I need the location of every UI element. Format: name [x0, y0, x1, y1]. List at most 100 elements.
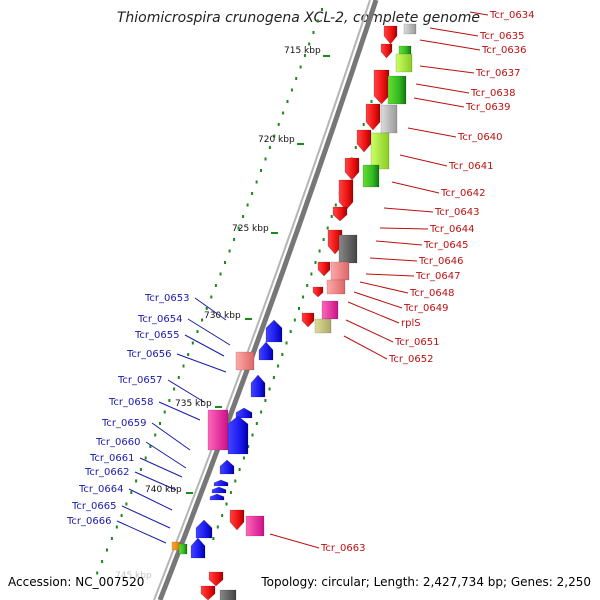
tick-mark [314, 261, 317, 264]
leader-line [269, 533, 320, 549]
reverse-gene-label: rplS [401, 318, 421, 329]
tick-mark [225, 502, 228, 506]
tick-mark [228, 249, 231, 253]
tick-mark [298, 307, 300, 310]
kbp-tick [245, 318, 252, 320]
tick-mark [247, 445, 250, 448]
reverse-gene-label: Tcr_0646 [418, 256, 463, 267]
leader-line [391, 181, 440, 194]
reverse-gene-label: Tcr_0648 [409, 288, 454, 299]
tick-mark [268, 387, 271, 391]
tick-mark [321, 8, 323, 11]
tick-mark [238, 468, 241, 471]
reverse-gene-arrow [312, 286, 324, 298]
leader-line [419, 39, 481, 51]
forward-gene-label: Tcr_0655 [134, 330, 179, 341]
tick-mark [234, 479, 237, 483]
forward-gene-label: Tcr_0656 [126, 349, 171, 360]
reverse-gene-label: Tcr_0644 [429, 224, 474, 235]
tick-mark [277, 123, 280, 126]
map-title: Thiomicrospira crunogena XCL-2, complete… [117, 10, 480, 26]
reverse-gene-label: Tcr_0651 [394, 337, 439, 348]
kbp-tick [186, 492, 193, 494]
kbp-tick [215, 406, 222, 408]
forward-gene-arrow [235, 351, 255, 371]
kbp-label-720: 720 kbp [258, 135, 295, 145]
forward-gene-arrow [211, 486, 227, 494]
tick-mark [281, 353, 284, 356]
tick-mark [196, 330, 199, 333]
kbp-tick [323, 55, 330, 57]
tick-mark [163, 410, 166, 414]
leader-line [365, 273, 415, 277]
forward-gene-arrow [207, 409, 229, 451]
kbp-label-730: 730 kbp [204, 311, 241, 321]
genome-summary: Topology: circular; Length: 2,427,734 bp… [260, 575, 591, 589]
genome-backbone [153, 0, 379, 600]
tick-mark [299, 65, 302, 69]
tick-mark [264, 157, 267, 161]
leader-line [116, 520, 167, 544]
tick-mark [212, 537, 215, 540]
forward-gene-arrow [250, 374, 266, 398]
tick-mark [149, 445, 152, 448]
leader-line [429, 27, 479, 37]
tick-mark [201, 318, 204, 322]
kbp-label-745: 745 kbp [115, 571, 152, 581]
forward-gene-arrow [195, 519, 213, 539]
forward-gene-arrow [219, 459, 235, 475]
forward-gene-arrow [265, 319, 283, 343]
tick-mark [115, 525, 118, 529]
tick-mark [293, 318, 296, 322]
reverse-gene-arrow [317, 261, 331, 277]
tick-mark [260, 169, 262, 172]
tick-mark [303, 54, 306, 57]
forward-gene-label: Tcr_0658 [108, 397, 153, 408]
reverse-gene-arrow [362, 164, 380, 188]
tick-mark [144, 456, 147, 460]
tick-mark [251, 192, 254, 195]
tick-mark [139, 468, 142, 471]
leader-line [139, 457, 183, 478]
leader-line [128, 488, 173, 511]
tick-mark [370, 100, 373, 103]
reverse-gene-arrow [245, 515, 265, 537]
forward-gene-arrow [209, 493, 225, 501]
tick-mark [205, 307, 208, 310]
tick-mark [273, 134, 276, 138]
reverse-gene-arrow [338, 234, 358, 264]
tick-mark [106, 548, 108, 552]
tick-mark [362, 123, 365, 126]
backbone-inner [153, 0, 371, 600]
tick-mark [282, 111, 285, 115]
tick-mark [310, 272, 313, 276]
forward-gene-label: Tcr_0654 [137, 314, 182, 325]
tick-mark [285, 341, 288, 345]
tick-mark [295, 77, 298, 80]
leader-line [167, 379, 205, 403]
forward-gene-label: Tcr_0665 [71, 501, 116, 512]
reverse-gene-label: Tcr_0639 [465, 102, 510, 113]
leader-line [345, 319, 394, 343]
leader-line [347, 301, 400, 324]
leader-line [383, 207, 434, 213]
leader-line [469, 11, 489, 16]
forward-gene-arrow [227, 415, 249, 455]
kbp-label-725: 725 kbp [232, 224, 269, 234]
tick-mark [272, 376, 275, 379]
reverse-gene-label: Tcr_0642 [440, 188, 485, 199]
tick-mark [216, 525, 219, 529]
tick-mark [268, 146, 271, 149]
reverse-gene-label: Tcr_0637 [475, 68, 520, 79]
leader-line [359, 281, 409, 294]
reverse-gene-arrow [365, 103, 381, 131]
reverse-gene-arrow [314, 318, 332, 334]
reverse-gene-arrow [383, 25, 398, 45]
tick-mark [322, 238, 325, 241]
tick-mark [289, 330, 292, 333]
kbp-label-735: 735 kbp [175, 399, 212, 409]
tick-mark [318, 249, 321, 253]
forward-gene-arrow [190, 537, 206, 559]
gene-features [171, 23, 417, 600]
